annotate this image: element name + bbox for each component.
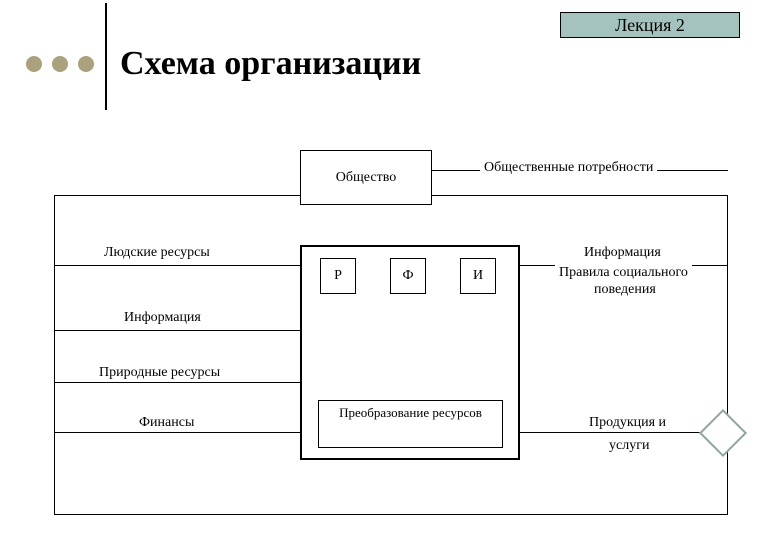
left-label-information: Информация: [120, 310, 205, 326]
resource-box-i: И: [460, 258, 496, 294]
lecture-badge: Лекция 2: [560, 12, 740, 38]
connector-line: [520, 432, 715, 433]
resource-label: Ф: [402, 268, 413, 284]
diagram-stage: Лекция 2 Схема организации Общество Р Ф …: [0, 0, 780, 540]
left-label-finance: Финансы: [135, 415, 198, 431]
left-label-human-resources: Людские ресурсы: [100, 245, 214, 261]
connector-line: [54, 265, 300, 266]
resource-label: Р: [334, 268, 342, 284]
connector-line: [54, 382, 300, 383]
connector-line: [54, 432, 300, 433]
right-label-product-1: Продукция и: [585, 415, 670, 431]
left-label-natural-resources: Природные ресурсы: [95, 365, 224, 381]
right-label-product-2: услуги: [605, 438, 653, 454]
needs-label: Общественные потребности: [480, 160, 657, 176]
right-label-rules-2: поведения: [590, 282, 660, 298]
transform-label: Преобразование ресурсов: [339, 405, 482, 421]
resource-label: И: [473, 268, 483, 284]
right-label-information: Информация: [580, 245, 665, 261]
society-label: Общество: [336, 170, 396, 186]
resource-box-r: Р: [320, 258, 356, 294]
page-title: Схема организации: [120, 45, 421, 83]
transform-box: Преобразование ресурсов: [318, 400, 503, 448]
title-bullet: [52, 56, 68, 72]
title-bullet: [78, 56, 94, 72]
society-box: Общество: [300, 150, 432, 205]
lecture-badge-text: Лекция 2: [615, 15, 685, 36]
resource-box-f: Ф: [390, 258, 426, 294]
right-label-rules-1: Правила социального: [555, 265, 692, 281]
title-accent-line: [105, 3, 107, 110]
title-bullet: [26, 56, 42, 72]
connector-line: [54, 330, 300, 331]
